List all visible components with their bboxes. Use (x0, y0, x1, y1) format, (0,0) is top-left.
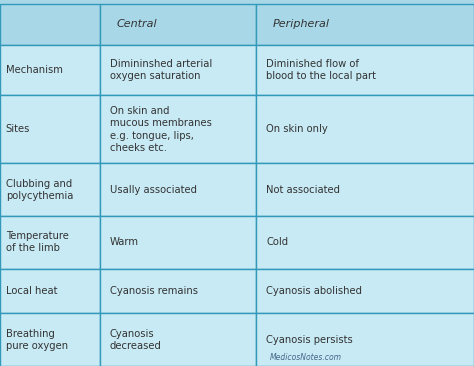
Bar (0, 45, 100, 95)
Bar (0, 313, 100, 366)
Text: Temperature
of the limb: Temperature of the limb (6, 231, 69, 254)
Text: Usally associated: Usally associated (110, 185, 197, 195)
Text: Cyanosis abolished: Cyanosis abolished (266, 286, 363, 296)
Bar (0, 216, 100, 269)
Text: Cyanosis remains: Cyanosis remains (110, 286, 198, 296)
Bar (0, 95, 100, 163)
Bar (256, 313, 474, 366)
Text: On skin and
mucous membranes
e.g. tongue, lips,
cheeks etc.: On skin and mucous membranes e.g. tongue… (110, 106, 212, 153)
Bar (0, 4, 100, 45)
Bar (256, 45, 474, 95)
Text: Cyanosis persists: Cyanosis persists (266, 335, 353, 345)
Text: Sites: Sites (6, 124, 30, 134)
Bar (0, 269, 100, 313)
Bar (100, 313, 256, 366)
Text: Clubbing and
polycythemia: Clubbing and polycythemia (6, 179, 73, 201)
Text: Diminished flow of
blood to the local part: Diminished flow of blood to the local pa… (266, 59, 376, 81)
Text: Local heat: Local heat (6, 286, 57, 296)
Text: MedicosNotes.com: MedicosNotes.com (270, 352, 342, 362)
Bar (256, 216, 474, 269)
Text: Mechanism: Mechanism (6, 65, 63, 75)
Text: Warm: Warm (110, 237, 139, 247)
Text: Breathing
pure oxygen: Breathing pure oxygen (6, 329, 68, 351)
Bar (100, 216, 256, 269)
Bar (0, 163, 100, 216)
Bar (256, 4, 474, 45)
Text: On skin only: On skin only (266, 124, 328, 134)
Bar (256, 95, 474, 163)
Bar (100, 95, 256, 163)
Bar (100, 4, 256, 45)
Bar (100, 269, 256, 313)
Bar (256, 269, 474, 313)
Bar (256, 163, 474, 216)
Text: Not associated: Not associated (266, 185, 340, 195)
Text: Peripheral: Peripheral (273, 19, 329, 29)
Text: Central: Central (116, 19, 157, 29)
Text: Cyanosis
decreased: Cyanosis decreased (110, 329, 162, 351)
Text: Dimininshed arterial
oxygen saturation: Dimininshed arterial oxygen saturation (110, 59, 212, 81)
Bar (100, 163, 256, 216)
Bar (100, 45, 256, 95)
Text: Cold: Cold (266, 237, 289, 247)
